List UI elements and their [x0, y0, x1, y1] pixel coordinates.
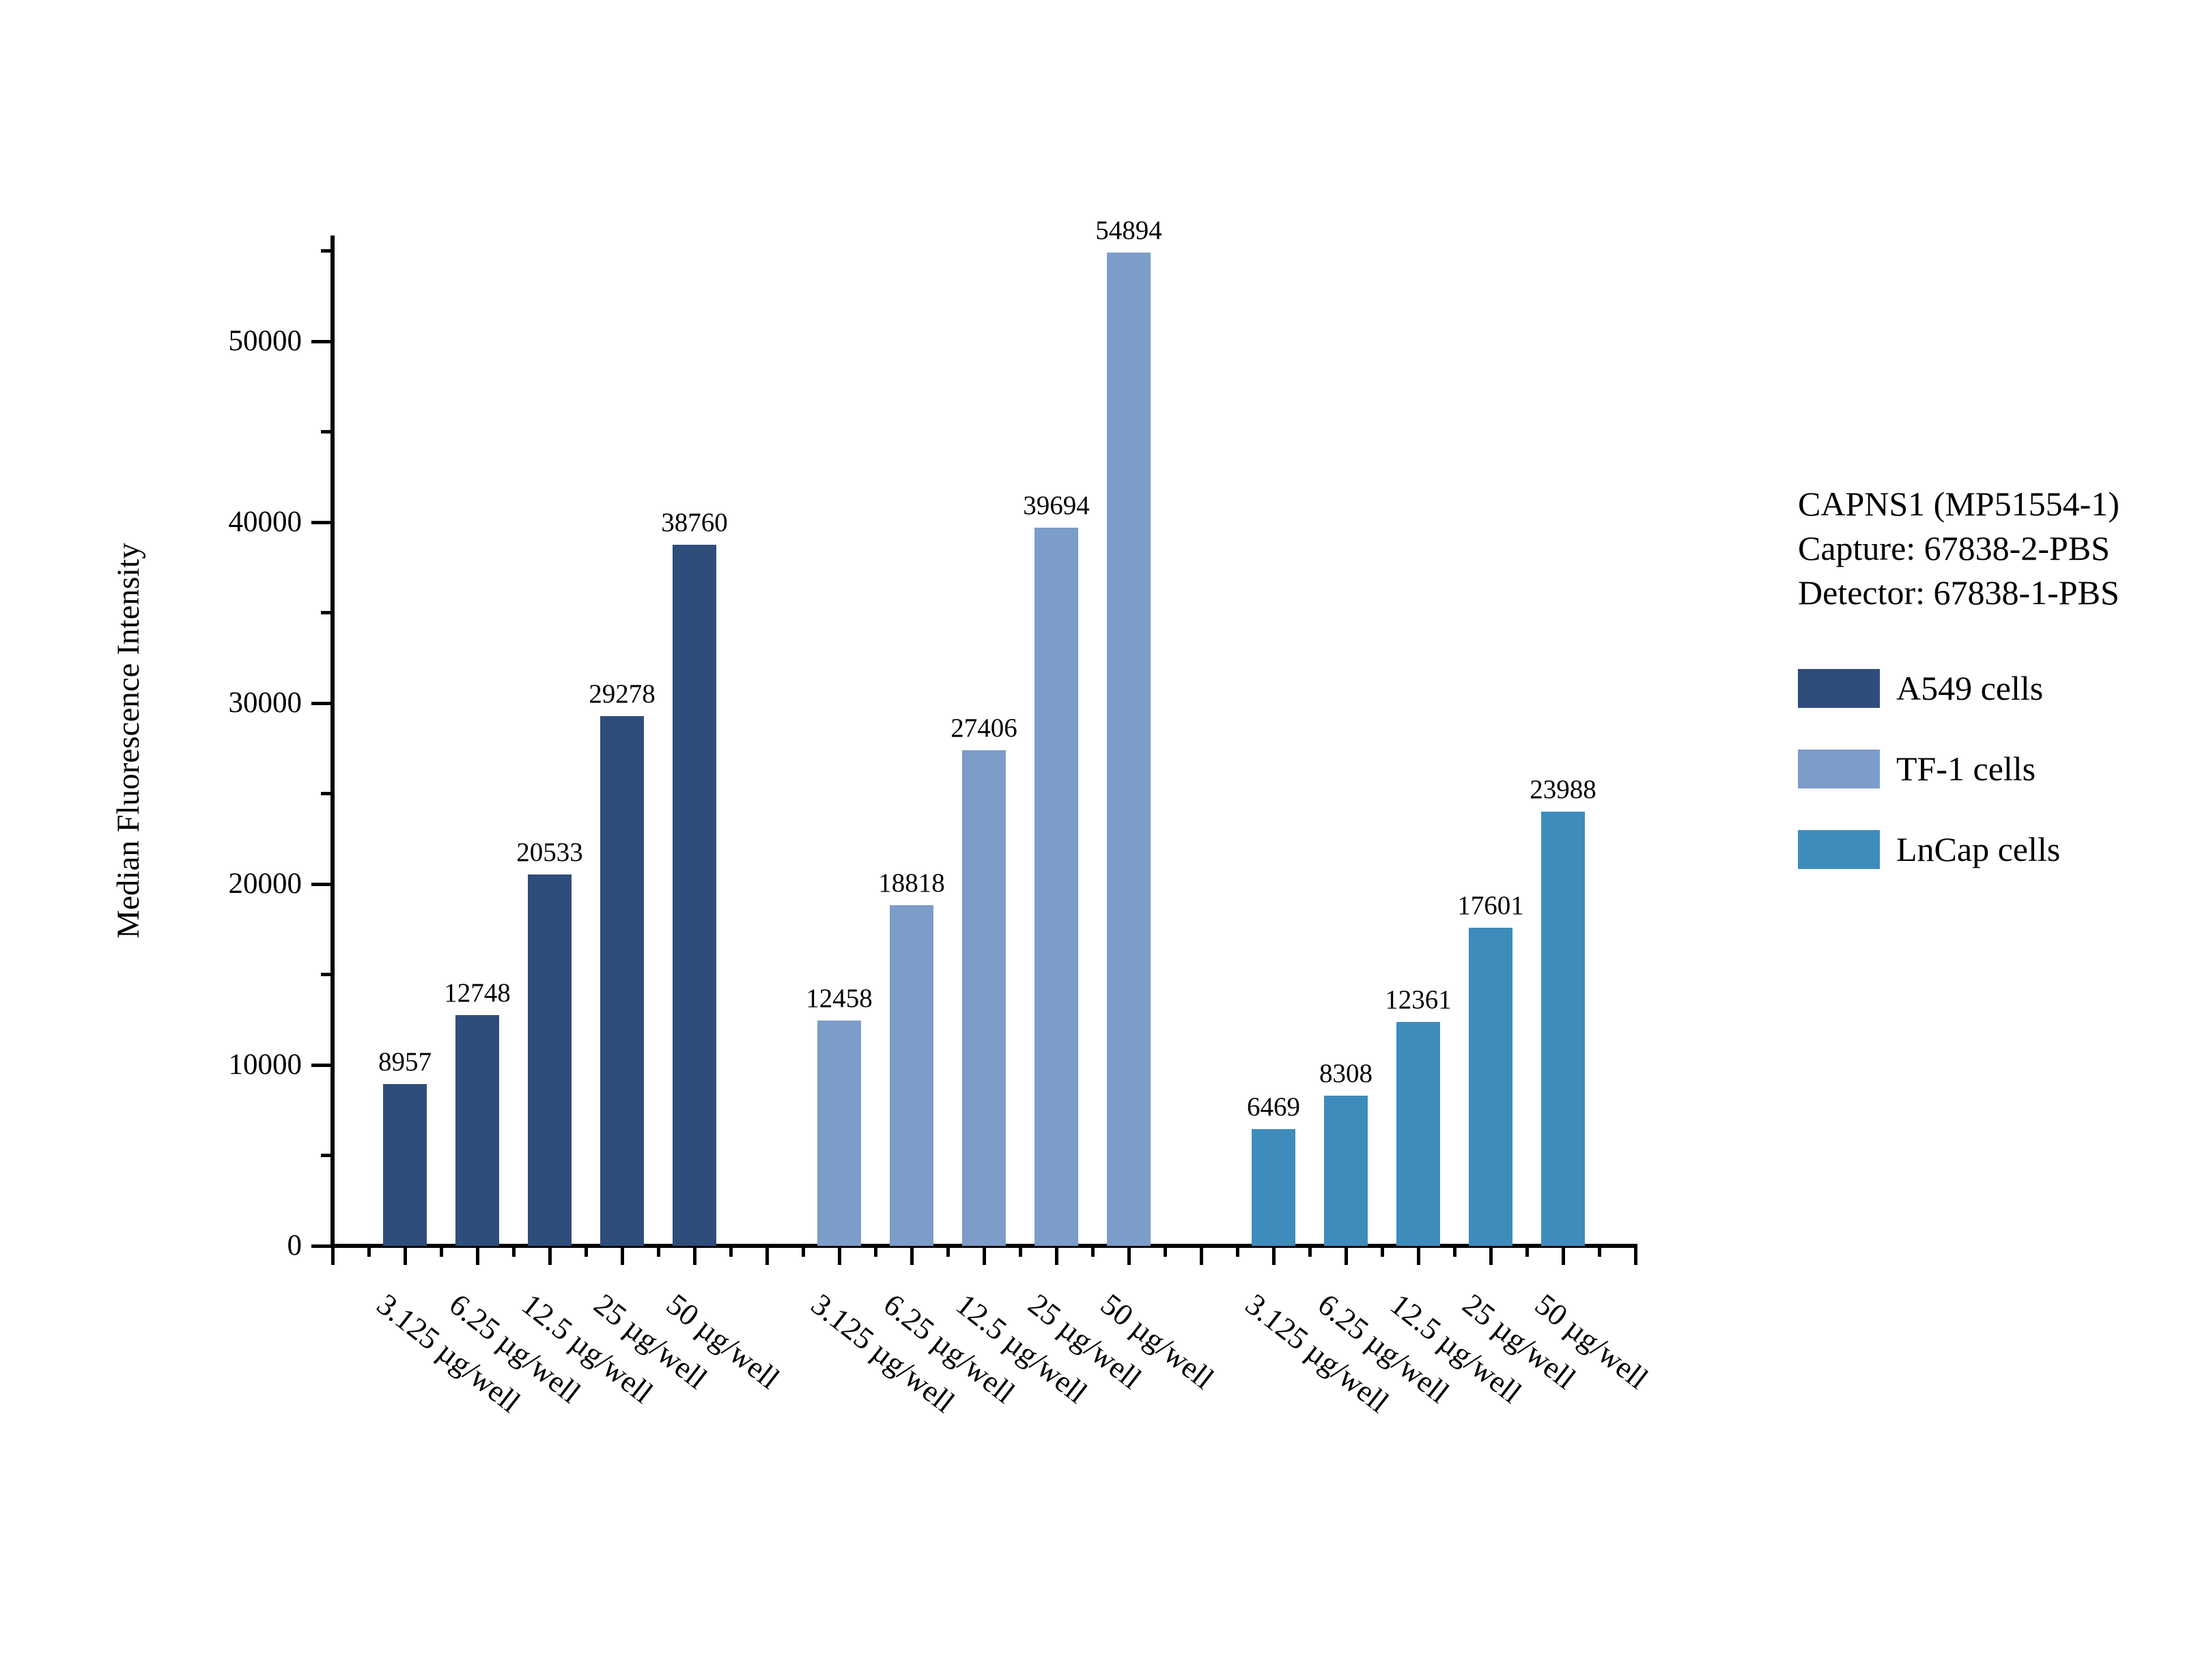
bar-tf-1-cells-12.5µg/well [962, 750, 1006, 1246]
bar-value-label: 8957 [378, 1047, 432, 1077]
x-axis-minor-tick [729, 1248, 733, 1257]
y-axis-minor-tick [321, 1154, 330, 1157]
bar-value-label: 27406 [951, 713, 1017, 743]
x-axis-major-tick [1633, 1248, 1637, 1265]
x-axis-minor-tick [946, 1248, 950, 1257]
annotation-line-detector: Detector: 67838-1-PBS [1798, 573, 2120, 612]
bar-value-label: 8308 [1319, 1059, 1372, 1088]
y-tick-label: 0 [287, 1229, 302, 1262]
x-axis-major-tick [1054, 1248, 1058, 1265]
x-axis-major-tick [330, 1248, 335, 1265]
y-axis-major-tick [311, 339, 330, 343]
x-axis-minor-tick [367, 1248, 371, 1257]
bar-value-label: 39694 [1023, 491, 1090, 520]
x-axis-minor-tick [801, 1248, 805, 1257]
x-axis-major-tick [1199, 1248, 1203, 1265]
annotation-line-protein: CAPNS1 (MP51554-1) [1798, 485, 2120, 523]
y-axis-minor-tick [321, 792, 330, 795]
x-axis-major-tick [403, 1248, 407, 1265]
bar-value-label: 6469 [1247, 1092, 1300, 1122]
bar-value-label: 18818 [878, 868, 945, 898]
legend-label-a549-cells: A549 cells [1896, 669, 2044, 707]
y-axis-line [330, 236, 335, 1248]
x-axis-minor-tick [439, 1248, 443, 1257]
y-tick-label: 30000 [228, 687, 302, 719]
bar-a549-cells-50µg/well [673, 545, 716, 1246]
x-axis-major-tick [620, 1248, 624, 1265]
x-axis-major-tick [1344, 1248, 1348, 1265]
bar-value-label: 54894 [1095, 216, 1162, 245]
x-axis-minor-tick [1380, 1248, 1384, 1257]
x-axis-minor-tick [656, 1248, 660, 1257]
bar-a549-cells-25µg/well [600, 716, 644, 1246]
bar-tf-1-cells-3.125µg/well [817, 1021, 861, 1246]
x-axis-major-tick [837, 1248, 841, 1265]
x-axis-major-tick [765, 1248, 769, 1265]
y-axis-minor-tick [321, 430, 330, 433]
bar-tf-1-cells-50µg/well [1107, 253, 1151, 1246]
x-axis-major-tick [692, 1248, 696, 1265]
x-axis-minor-tick [873, 1248, 877, 1257]
y-axis-major-tick [311, 1063, 330, 1067]
x-axis-minor-tick [1525, 1248, 1529, 1257]
x-axis-major-tick [1127, 1248, 1131, 1265]
x-axis-minor-tick [584, 1248, 588, 1257]
legend-swatch-a549-cells [1798, 669, 1880, 708]
x-axis-major-tick [910, 1248, 914, 1265]
y-tick-label: 40000 [228, 506, 302, 538]
bar-lncap-cells-25µg/well [1469, 928, 1512, 1246]
x-axis-minor-tick [1597, 1248, 1601, 1257]
x-axis-minor-tick [1090, 1248, 1095, 1257]
legend-label-lncap-cells: LnCap cells [1896, 830, 2061, 868]
bar-a549-cells-6.25µg/well [455, 1015, 499, 1246]
legend-swatch-tf-1-cells [1798, 750, 1880, 788]
legend-label-tf-1-cells: TF-1 cells [1896, 750, 2036, 788]
bar-a549-cells-12.5µg/well [528, 874, 572, 1246]
y-tick-label: 20000 [228, 868, 302, 900]
y-axis-major-tick [311, 882, 330, 886]
bar-lncap-cells-50µg/well [1541, 812, 1585, 1246]
y-axis-major-tick [311, 1244, 330, 1248]
x-axis-minor-tick [1163, 1248, 1167, 1257]
x-axis-major-tick [548, 1248, 552, 1265]
x-axis-major-tick [1489, 1248, 1493, 1265]
legend-swatch-lncap-cells [1798, 830, 1880, 869]
bar-tf-1-cells-6.25µg/well [890, 905, 933, 1246]
x-axis-major-tick [1561, 1248, 1565, 1265]
x-axis-major-tick [982, 1248, 986, 1265]
x-axis-line [330, 1244, 1637, 1248]
x-axis-minor-tick [1018, 1248, 1022, 1257]
y-axis-major-tick [311, 701, 330, 705]
bar-value-label: 23988 [1530, 775, 1596, 804]
bar-value-label: 12458 [806, 984, 873, 1013]
bar-lncap-cells-3.125µg/well [1252, 1129, 1295, 1246]
bar-value-label: 29278 [589, 679, 656, 709]
y-axis-minor-tick [321, 611, 330, 614]
x-axis-major-tick [1416, 1248, 1420, 1265]
annotation-line-capture: Capture: 67838-2-PBS [1798, 529, 2110, 567]
bar-tf-1-cells-25µg/well [1034, 528, 1078, 1246]
x-axis-major-tick [1271, 1248, 1276, 1265]
bar-value-label: 38760 [661, 508, 728, 537]
y-tick-label: 50000 [228, 325, 302, 357]
y-tick-label: 10000 [228, 1049, 302, 1081]
x-axis-minor-tick [511, 1248, 516, 1257]
y-axis-title: Median Fluorescence Intensity [111, 543, 146, 939]
x-axis-major-tick [475, 1248, 479, 1265]
y-axis-minor-tick [321, 249, 330, 253]
bar-value-label: 20533 [516, 838, 583, 867]
bar-value-label: 12748 [444, 978, 511, 1008]
bar-lncap-cells-6.25µg/well [1324, 1096, 1368, 1246]
x-axis-minor-tick [1452, 1248, 1456, 1257]
annotation-block: CAPNS1 (MP51554-1) Capture: 67838-2-PBS … [1798, 482, 2120, 615]
bar-value-label: 12361 [1385, 985, 1452, 1014]
y-axis-minor-tick [321, 973, 330, 976]
x-axis-minor-tick [1235, 1248, 1239, 1257]
bar-value-label: 17601 [1457, 891, 1524, 920]
bar-a549-cells-3.125µg/well [383, 1084, 427, 1246]
y-axis-major-tick [311, 520, 330, 524]
bar-lncap-cells-12.5µg/well [1396, 1022, 1440, 1246]
x-axis-minor-tick [1308, 1248, 1312, 1257]
